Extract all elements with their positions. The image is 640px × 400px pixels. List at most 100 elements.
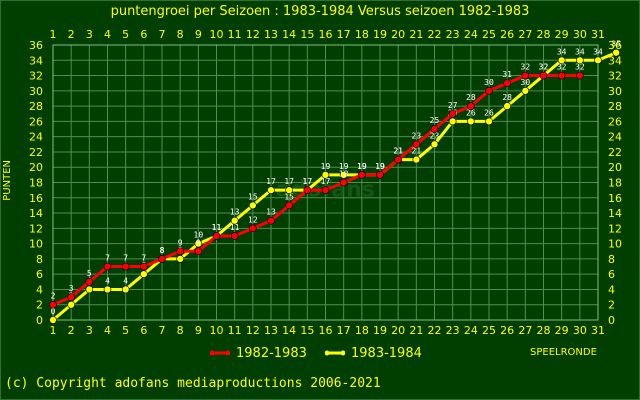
y-tick-label-right: 22 <box>608 146 622 159</box>
x-tick-label-top: 6 <box>140 28 147 41</box>
data-label-1983-1984: 13 <box>230 208 240 217</box>
data-point-1982-1983 <box>176 247 184 256</box>
x-tick-label-top: 15 <box>300 28 314 41</box>
data-label-1983-1984: 30 <box>521 78 531 87</box>
y-tick-label-left: 8 <box>36 253 43 266</box>
data-point-1982-1983 <box>448 109 457 118</box>
x-tick-label-top: 2 <box>68 28 75 41</box>
x-tick-label-bottom: 22 <box>428 324 442 337</box>
y-tick-label-left: 2 <box>36 299 43 312</box>
y-tick-label-right: 28 <box>608 100 622 113</box>
data-label-1982-1983: 32 <box>521 63 531 72</box>
data-point-1982-1983 <box>539 71 548 80</box>
x-tick-label-top: 10 <box>210 28 224 41</box>
data-label-1983-1984: 17 <box>266 177 276 186</box>
data-point-1982-1983 <box>212 232 221 240</box>
x-tick-label-bottom: 23 <box>446 324 460 337</box>
data-label-1983-1984: 34 <box>557 47 567 56</box>
data-label-1982-1983: 32 <box>557 63 567 72</box>
data-label-1982-1983: 8 <box>160 246 165 255</box>
x-tick-label-bottom: 9 <box>195 324 202 337</box>
x-tick-label-bottom: 12 <box>246 324 260 337</box>
data-point-1983-1984 <box>576 56 584 65</box>
y-tick-label-right: 0 <box>608 314 615 327</box>
data-point-1982-1983 <box>412 140 421 149</box>
data-point-1983-1984 <box>121 285 130 294</box>
x-tick-label-top: 4 <box>104 28 111 41</box>
data-point-1982-1983 <box>267 216 275 225</box>
data-label-1982-1983: 13 <box>266 208 276 217</box>
data-point-1982-1983 <box>394 155 402 164</box>
x-tick-label-bottom: 2 <box>68 324 75 337</box>
x-tick-label-bottom: 14 <box>282 324 296 337</box>
data-label-1983-1984: 4 <box>105 276 110 285</box>
data-label-1983-1984: 4 <box>123 276 128 285</box>
data-point-1983-1984 <box>176 255 184 263</box>
data-point-1983-1984 <box>103 285 112 294</box>
y-tick-label-right: 8 <box>608 253 615 266</box>
y-tick-label-left: 14 <box>29 207 43 220</box>
x-tick-label-top: 16 <box>319 28 333 41</box>
x-tick-label-bottom: 28 <box>537 324 551 337</box>
data-label-1983-1984: 8 <box>160 246 165 255</box>
data-point-1982-1983 <box>49 300 57 309</box>
x-tick-label-top: 14 <box>282 28 296 41</box>
data-point-1983-1984 <box>412 155 421 164</box>
data-label-1982-1983: 12 <box>248 215 258 224</box>
y-tick-label-left: 4 <box>36 283 43 296</box>
data-point-1982-1983 <box>503 79 511 87</box>
data-label-1982-1983: 11 <box>230 223 240 232</box>
x-tick-label-top: 26 <box>500 28 514 41</box>
x-tick-label-top: 30 <box>573 28 587 41</box>
x-tick-label-bottom: 11 <box>228 324 242 337</box>
x-tick-label-bottom: 8 <box>177 324 184 337</box>
x-tick-label-top: 27 <box>518 28 532 41</box>
data-point-1983-1984 <box>67 300 75 309</box>
data-label-1983-1984: 17 <box>284 177 294 186</box>
data-point-1982-1983 <box>230 232 239 240</box>
data-point-1982-1983 <box>67 293 75 301</box>
data-label-1982-1983: 11 <box>212 223 222 232</box>
y-tick-label-left: 24 <box>29 131 43 144</box>
data-label-1983-1984: 17 <box>303 177 313 186</box>
data-point-1983-1984 <box>430 140 439 149</box>
data-label-1982-1983: 17 <box>321 177 331 186</box>
data-point-1983-1984 <box>285 186 293 194</box>
data-point-1983-1984 <box>49 316 57 324</box>
x-tick-label-bottom: 26 <box>500 324 514 337</box>
data-point-1982-1983 <box>103 262 112 271</box>
x-tick-label-bottom: 30 <box>573 324 587 337</box>
data-label-1983-1984: 26 <box>484 108 494 117</box>
x-tick-label-bottom: 17 <box>337 324 351 337</box>
data-label-1982-1983: 19 <box>357 162 367 171</box>
x-tick-label-bottom: 27 <box>518 324 532 337</box>
data-label-1983-1984: 19 <box>321 162 331 171</box>
data-label-1982-1983: 5 <box>87 269 92 278</box>
y-tick-label-right: 18 <box>608 177 622 190</box>
x-tick-label-top: 21 <box>409 28 423 41</box>
legend-label-1983: 1983-1984 <box>351 345 422 361</box>
x-tick-label-bottom: 3 <box>86 324 93 337</box>
legend-label-1982: 1982-1983 <box>236 345 307 361</box>
y-tick-label-right: 10 <box>608 238 622 251</box>
x-tick-label-bottom: 10 <box>210 324 224 337</box>
data-point-1982-1983 <box>521 71 530 80</box>
y-tick-label-left: 12 <box>29 222 43 235</box>
y-tick-label-left: 0 <box>36 314 43 327</box>
x-tick-label-bottom: 16 <box>319 324 333 337</box>
x-tick-label-top: 28 <box>537 28 551 41</box>
series-line-1983-1984 <box>52 51 617 322</box>
x-tick-label-bottom: 7 <box>159 324 166 337</box>
x-tick-label-top: 25 <box>482 28 496 41</box>
x-tick-label-top: 12 <box>246 28 260 41</box>
data-point-1983-1984 <box>521 87 530 95</box>
y-tick-label-right: 2 <box>608 299 615 312</box>
x-tick-label-bottom: 6 <box>140 324 147 337</box>
y-tick-label-right: 6 <box>608 268 615 281</box>
data-label-1982-1983: 19 <box>375 162 385 171</box>
y-tick-label-left: 6 <box>36 268 43 281</box>
x-tick-label-top: 22 <box>428 28 442 41</box>
y-tick-label-right: 12 <box>608 222 622 235</box>
y-tick-label-left: 32 <box>29 70 43 83</box>
